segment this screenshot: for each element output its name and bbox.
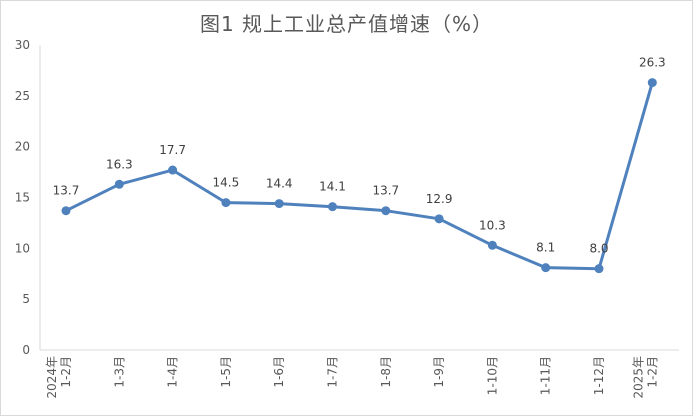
data-label: 13.7: [372, 184, 399, 198]
data-label: 14.5: [213, 176, 240, 190]
data-label: 14.1: [319, 180, 346, 194]
x-tick-label: 1-7月: [326, 356, 340, 388]
x-tick-label: 1-5月: [219, 356, 233, 388]
x-tick-label: 1-8月: [379, 356, 393, 388]
series-growth-rate: 13.7 16.3 17.7 14.5 14.4 14.1 13.7 12.9 10.3 8.1 8…: [53, 56, 666, 274]
data-label: 13.7: [53, 184, 80, 198]
y-tick-label: 25: [15, 89, 30, 103]
data-label: 12.9: [426, 192, 453, 206]
data-label: 17.7: [159, 143, 186, 157]
data-point: [541, 263, 551, 273]
data-point: [381, 206, 391, 216]
data-label: 26.3: [639, 56, 666, 70]
x-axis: 2024年 1-2月 1-3月 1-4月 1-5月 1-6月 1-7月 1-8月 1-9月 1-1…: [40, 349, 679, 399]
data-point: [168, 165, 178, 175]
y-axis: 0 5 10 15 20 25 30: [15, 38, 41, 357]
x-tick-label: 2025年: [631, 356, 645, 399]
data-label: 16.3: [106, 157, 133, 171]
data-point: [434, 214, 444, 224]
data-point: [274, 199, 284, 209]
y-tick-label: 10: [15, 241, 30, 255]
x-tick-label: 1-10月: [485, 356, 499, 395]
data-point: [594, 264, 604, 274]
data-point: [61, 206, 71, 216]
x-tick-label: 1-12月: [592, 356, 606, 395]
data-label: 8.0: [589, 242, 608, 256]
x-tick-label: 2024年: [45, 356, 59, 399]
y-tick-label: 30: [15, 38, 30, 52]
x-tick-label: 1-9月: [432, 356, 446, 388]
y-tick-label: 5: [22, 292, 30, 306]
y-tick-label: 0: [22, 343, 30, 357]
x-tick-label: 1-2月: [645, 356, 659, 388]
data-label: 14.4: [266, 177, 293, 191]
x-tick-label: 1-2月: [59, 356, 73, 388]
data-point: [114, 179, 124, 189]
data-label: 8.1: [536, 241, 555, 255]
x-tick-label: 1-11月: [539, 356, 553, 395]
x-tick-label: 1-6月: [272, 356, 286, 388]
x-tick-label: 1-3月: [112, 356, 126, 388]
y-tick-label: 20: [15, 140, 30, 154]
data-point: [487, 240, 497, 250]
chart-title: 图1 规上工业总产值增速（%）: [199, 12, 494, 36]
data-point: [328, 202, 337, 212]
x-tick-label: 1-4月: [166, 356, 180, 388]
data-label: 10.3: [479, 218, 506, 232]
data-point: [221, 198, 231, 208]
series-line: [64, 81, 654, 271]
y-tick-label: 15: [15, 191, 30, 205]
data-point: [647, 78, 657, 88]
